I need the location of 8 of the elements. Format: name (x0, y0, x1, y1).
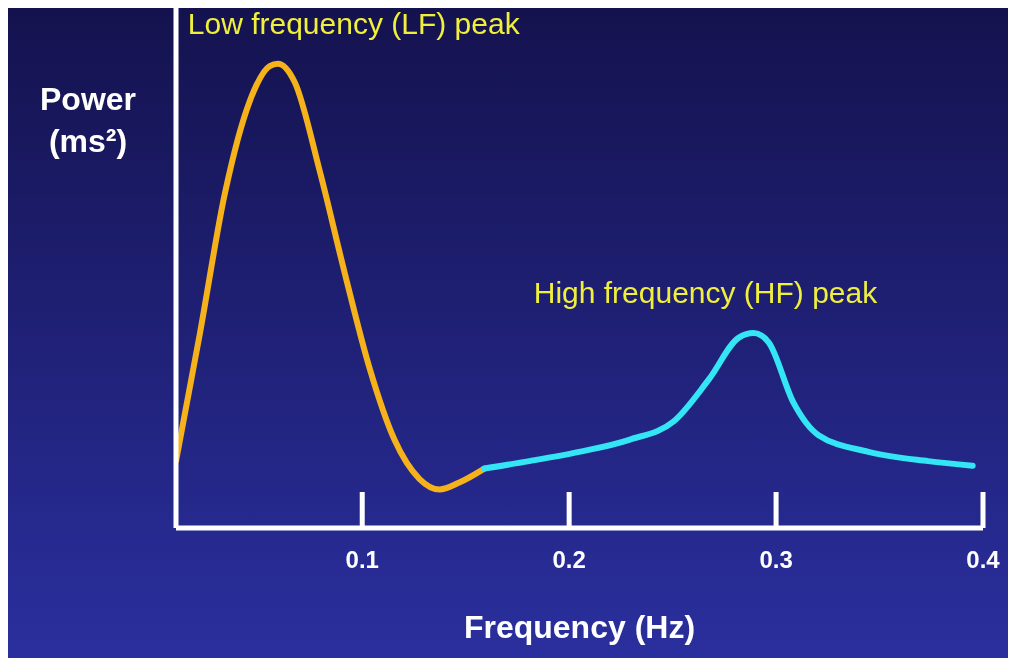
y-axis-title: Power (ms²) (39, 80, 137, 161)
x-tick-label: 0.2 (552, 546, 586, 573)
x-tick-label: 0.1 (345, 546, 379, 573)
x-tick-label: 0.3 (759, 546, 793, 573)
x-axis-title: Frequency (Hz) (463, 609, 696, 645)
x-tick-label: 0.4 (966, 546, 1001, 573)
annotation: Low frequency (LF) peak (187, 6, 521, 40)
annotation: High frequency (HF) peak (533, 276, 879, 309)
